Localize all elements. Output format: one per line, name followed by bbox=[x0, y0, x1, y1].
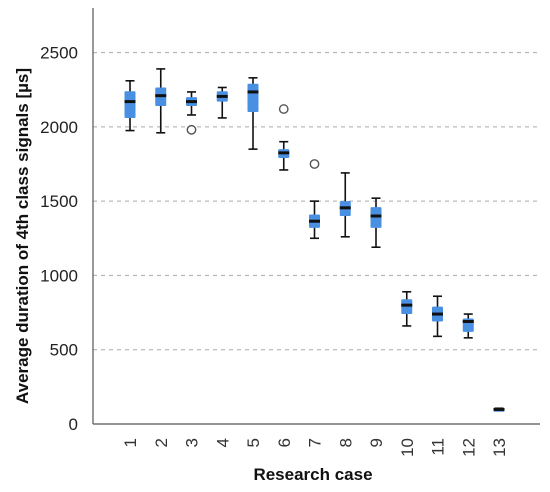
x-tick-label: 13 bbox=[490, 438, 509, 457]
box-case-11 bbox=[432, 295, 443, 338]
y-tick-label: 2500 bbox=[40, 44, 78, 63]
x-tick-label: 4 bbox=[213, 438, 232, 447]
axes bbox=[92, 8, 540, 425]
x-tick-label: 1 bbox=[121, 438, 140, 447]
box-case-10 bbox=[401, 290, 413, 327]
y-tick-label: 2000 bbox=[40, 118, 78, 137]
box-iqr bbox=[247, 83, 259, 112]
gridlines bbox=[93, 52, 540, 351]
box-case-1 bbox=[124, 80, 136, 132]
x-tick-label: 8 bbox=[336, 438, 355, 447]
x-axis-title: Research case bbox=[253, 465, 372, 484]
y-tick-label: 0 bbox=[69, 415, 78, 434]
x-tick-label: 2 bbox=[152, 438, 171, 447]
x-tick-label: 5 bbox=[244, 438, 263, 447]
x-tick-label: 12 bbox=[459, 438, 478, 457]
box-case-3 bbox=[186, 91, 197, 135]
box-case-7 bbox=[309, 159, 320, 240]
x-tick-label: 11 bbox=[429, 438, 448, 456]
boxes bbox=[124, 68, 505, 412]
box-case-5 bbox=[247, 77, 259, 150]
y-tick-label: 500 bbox=[50, 341, 78, 360]
y-tick-labels: 0 500 1000 1500 2000 2500 bbox=[40, 44, 78, 434]
box-iqr bbox=[124, 91, 136, 118]
x-tick-label: 7 bbox=[306, 438, 325, 447]
box-case-9 bbox=[370, 197, 382, 248]
y-tick-label: 1000 bbox=[40, 266, 78, 285]
y-tick-label: 1500 bbox=[40, 192, 78, 211]
box-case-2 bbox=[155, 68, 167, 134]
x-tick-label: 6 bbox=[275, 438, 294, 447]
box-case-8 bbox=[339, 172, 351, 238]
outlier-point bbox=[309, 159, 320, 169]
box-case-13 bbox=[493, 407, 505, 412]
x-tick-label: 3 bbox=[183, 438, 202, 447]
box-case-6 bbox=[278, 104, 290, 171]
y-axis-title: Average duration of 4th class signals [µ… bbox=[13, 68, 32, 404]
outlier-point bbox=[278, 104, 289, 114]
outlier-point bbox=[186, 124, 197, 135]
box-case-4 bbox=[216, 86, 228, 119]
box-case-12 bbox=[462, 313, 474, 339]
x-tick-label: 9 bbox=[367, 438, 386, 447]
x-tick-label: 10 bbox=[398, 438, 417, 457]
x-tick-labels: 1 2 3 4 5 6 7 8 9 10 11 12 13 bbox=[121, 438, 509, 457]
